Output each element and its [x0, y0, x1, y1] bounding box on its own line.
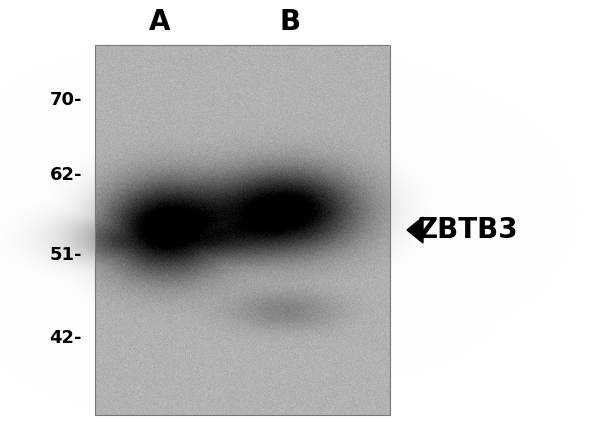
- Text: 42-: 42-: [49, 329, 82, 347]
- Polygon shape: [407, 217, 423, 243]
- Text: 62-: 62-: [49, 166, 82, 184]
- Bar: [95, 45, 390, 415]
- Text: 51-: 51-: [49, 246, 82, 264]
- Text: A: A: [149, 8, 171, 36]
- Text: 70-: 70-: [49, 91, 82, 109]
- Text: B: B: [280, 8, 301, 36]
- Text: ZBTB3: ZBTB3: [418, 216, 518, 244]
